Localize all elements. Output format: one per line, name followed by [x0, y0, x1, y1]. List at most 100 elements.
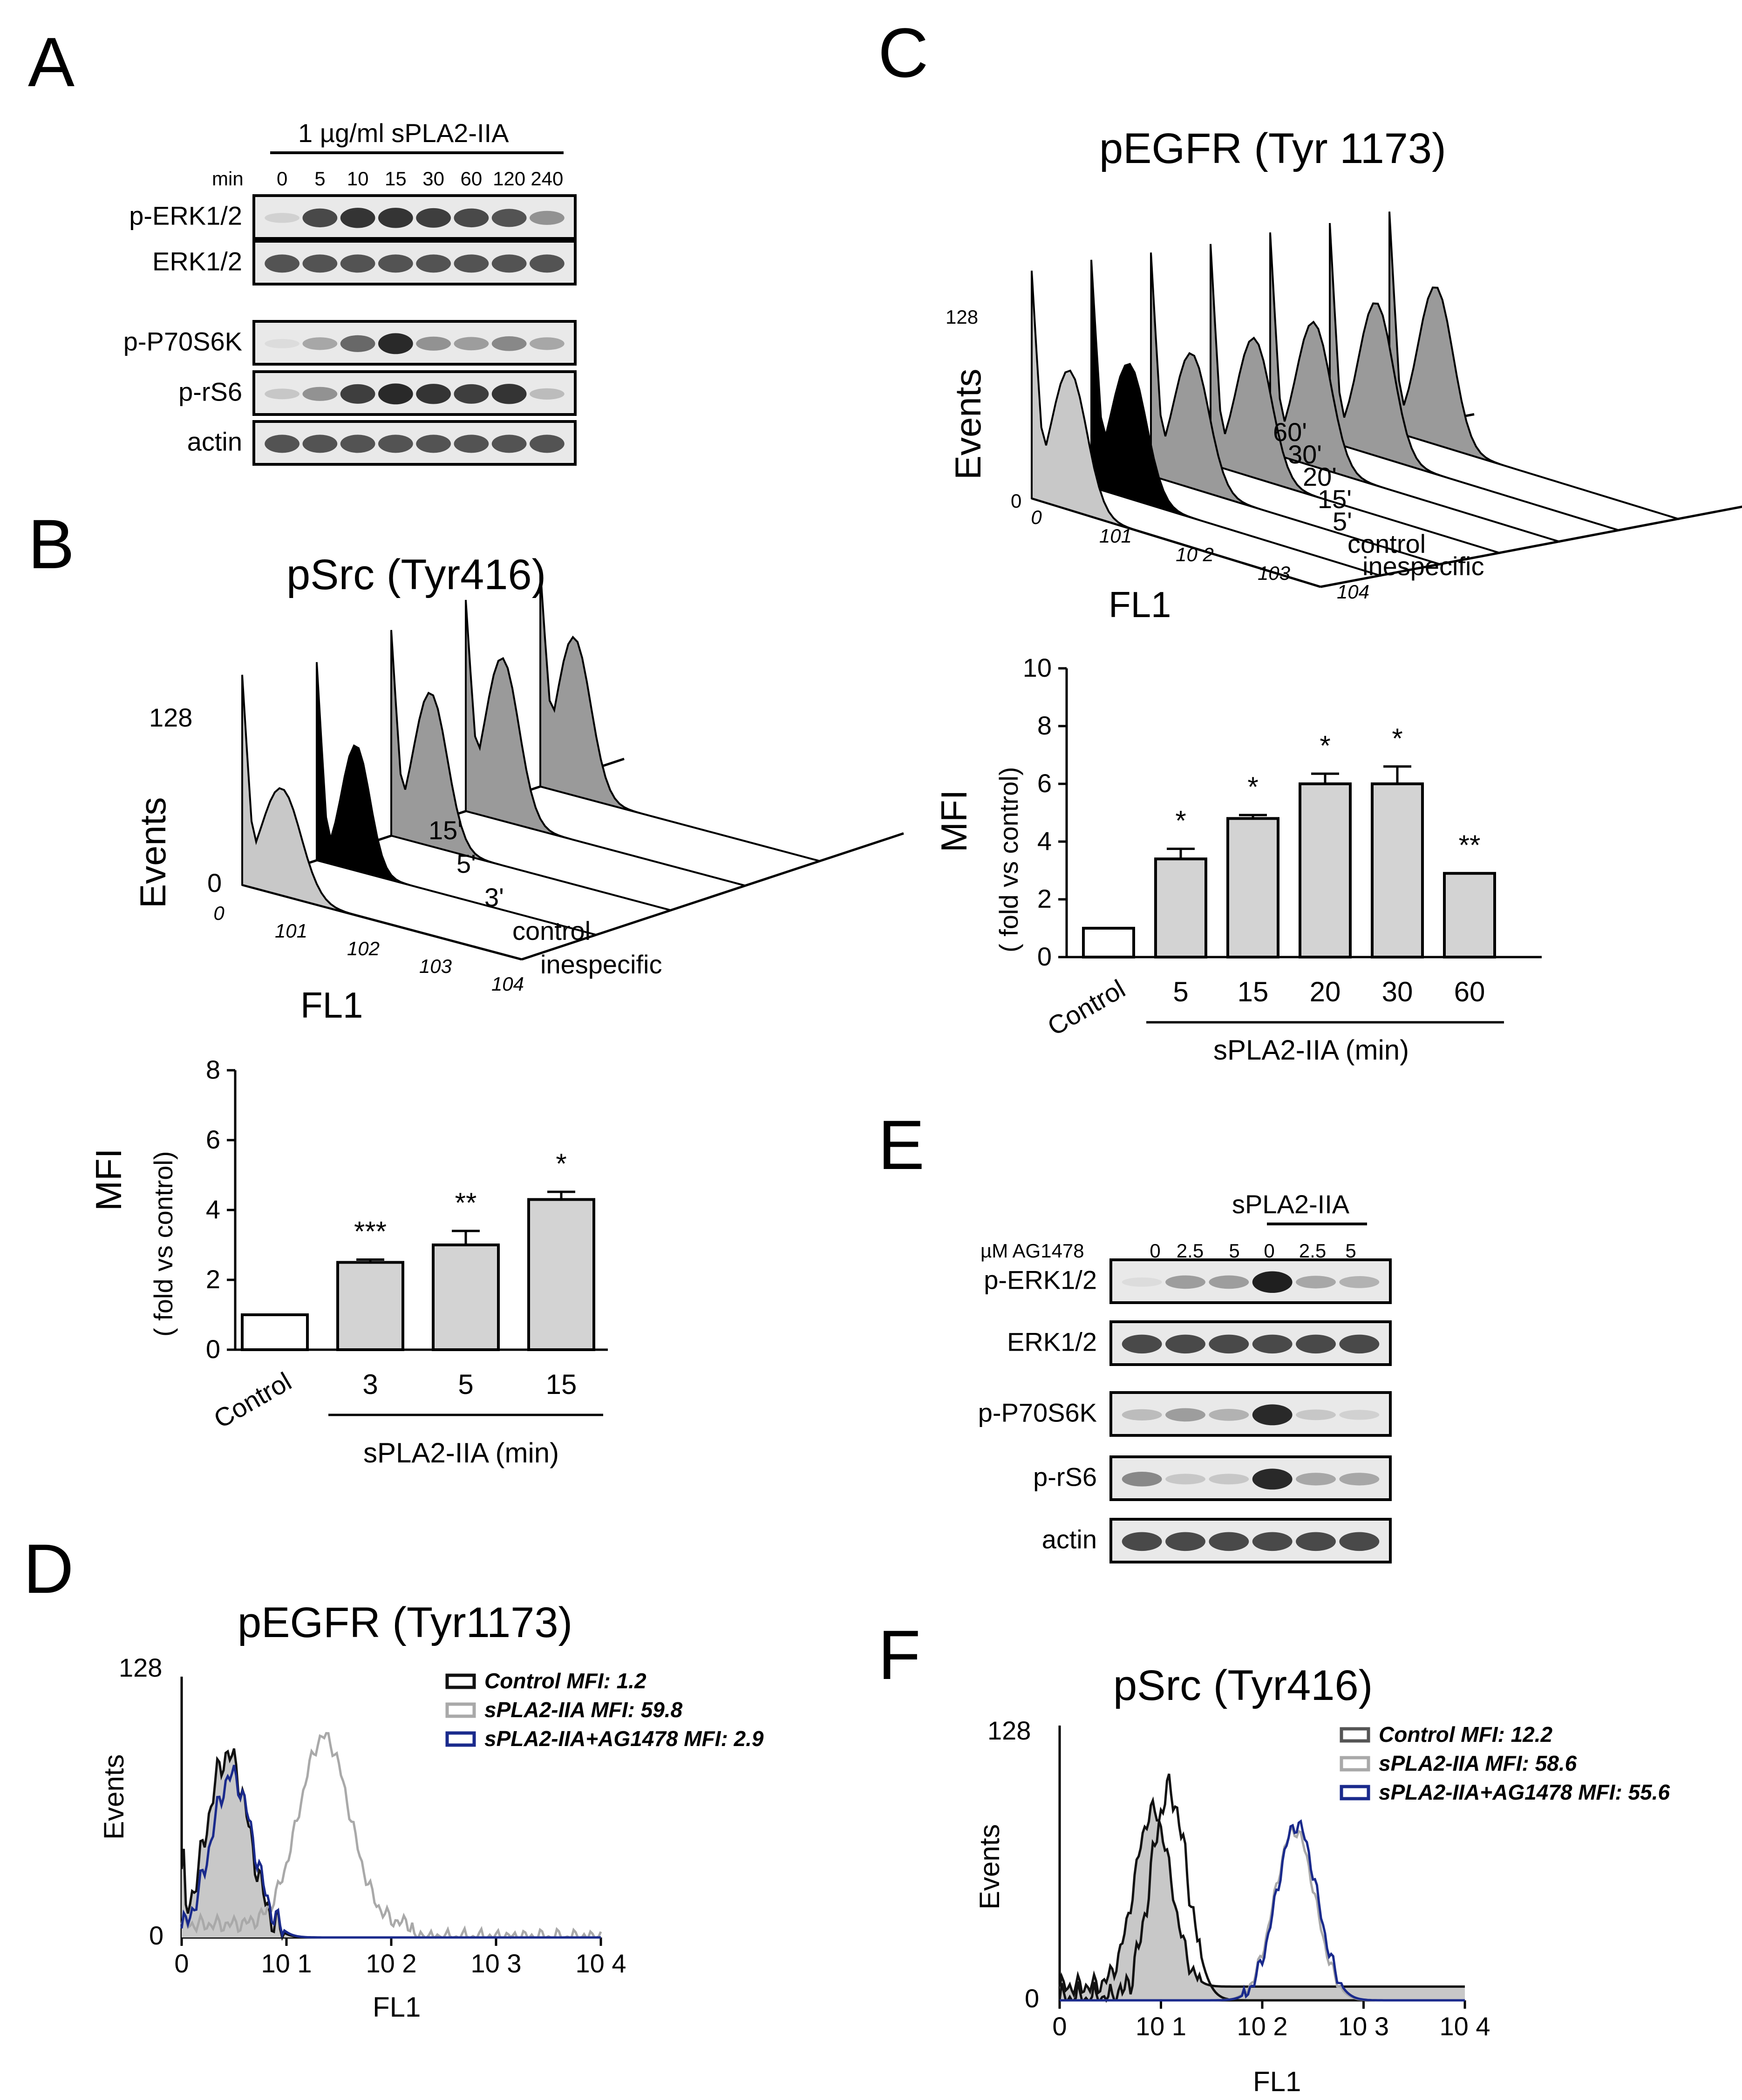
- panel-d: D pEGFR (Tyr1173) 128 0 Events FL1 0 10 1…: [23, 1529, 764, 2023]
- panel-a-time-labels: 0 5 10 15 30 60 120 240: [277, 168, 563, 190]
- blot-band: [1252, 1271, 1293, 1293]
- legend-swatch: [445, 1702, 476, 1718]
- trace-baseline: [316, 859, 597, 936]
- y-tick-label: 0: [1037, 942, 1052, 971]
- x-tick-label: 0: [174, 1949, 189, 1978]
- blot-band: [1252, 1404, 1293, 1426]
- trace-baseline: [1329, 441, 1619, 531]
- blot-band: [1296, 1409, 1336, 1420]
- panel-c-bar-ylabel2: ( fold vs control): [994, 767, 1023, 952]
- blot-row-label: ERK1/2: [152, 247, 242, 276]
- category-label: 3: [362, 1369, 378, 1400]
- category-label: Control: [209, 1366, 296, 1434]
- panel-d-xlabel: FL1: [373, 1991, 421, 2023]
- x-tick-label: 0: [1031, 506, 1042, 528]
- panel-e-inhibitor-label: µM AG1478: [980, 1240, 1084, 1262]
- blot-band: [1209, 1334, 1249, 1354]
- blot-band: [530, 254, 565, 273]
- category-label: 15: [546, 1369, 577, 1400]
- blot-row-label: ERK1/2: [1007, 1327, 1097, 1357]
- trace-baseline: [242, 884, 522, 960]
- blot-band: [1339, 1473, 1380, 1486]
- panel-f-ymax: 128: [987, 1716, 1031, 1745]
- blot-band: [416, 208, 451, 228]
- panel-a-blots: p-ERK1/2 ERK1/2 p-P70S6K p-rS6 actin: [123, 194, 577, 466]
- x-tick-label: 104: [1337, 581, 1369, 603]
- panel-e: E sPLA2-IIA µM AG1478 0 2.5 5 0 2.5 5 p-ERK1/…: [878, 1106, 1392, 1563]
- blot-band: [265, 213, 299, 223]
- dose-label: 2.5: [1299, 1240, 1326, 1262]
- legend-swatch: [445, 1673, 476, 1689]
- panel-e-treatment: sPLA2-IIA: [1232, 1189, 1350, 1219]
- trace-baseline: [465, 810, 746, 887]
- y-tick-label: 8: [206, 1055, 220, 1084]
- panel-d-yzero: 0: [149, 1921, 163, 1950]
- legend-entry: sPLA2-IIA+AG1478 MFI: 55.6: [1379, 1780, 1670, 1804]
- category-label: 15: [1238, 976, 1269, 1007]
- y-tick-label: 8: [1037, 711, 1052, 740]
- blot-band: [340, 435, 375, 453]
- blot-band: [491, 336, 527, 351]
- blot-band: [378, 254, 413, 273]
- blot-band: [1296, 1532, 1336, 1551]
- bar: [1299, 782, 1352, 958]
- trace-baseline: [1270, 452, 1559, 543]
- control-curve: [1058, 1796, 1465, 1998]
- blot-frame: [252, 240, 577, 285]
- blot-band: [1296, 1473, 1336, 1486]
- panel-c: C pEGFR (Tyr 1173) 128 0 Events FL1 0 101…: [878, 14, 1742, 625]
- panel-b-ylabel: Events: [132, 797, 173, 908]
- blot-band: [454, 337, 489, 351]
- trace-baseline: [1150, 475, 1440, 565]
- x-tick-label: 104: [491, 973, 524, 995]
- z-axis-label: control: [512, 916, 591, 945]
- dose-label: 5: [1229, 1240, 1239, 1262]
- significance-mark: *: [556, 1148, 566, 1179]
- y-tick-label: 10: [1023, 653, 1052, 682]
- blot-band: [302, 208, 338, 228]
- blot-band: [491, 209, 527, 227]
- blot-row-label: p-ERK1/2: [129, 201, 242, 231]
- blot-band: [1122, 1334, 1162, 1354]
- panel-b-letter: B: [28, 505, 75, 583]
- z-axis-label: inespecific: [1362, 551, 1484, 581]
- legend-entry: sPLA2-IIA+AG1478 MFI: 2.9: [484, 1726, 764, 1751]
- panel-b-title: pSrc (Tyr416): [286, 551, 546, 598]
- histogram-trace: [241, 674, 522, 960]
- significance-mark: **: [1459, 829, 1481, 861]
- blot-row-label: p-rS6: [1033, 1462, 1097, 1492]
- trace-baseline: [1389, 429, 1679, 520]
- blot-band: [1296, 1334, 1336, 1354]
- category-label: 60: [1454, 976, 1485, 1007]
- category-label: 5: [1173, 976, 1188, 1007]
- y-tick-label: 2: [1037, 884, 1052, 913]
- x-tick-label: 101: [275, 920, 307, 942]
- blot-band: [1165, 1408, 1205, 1422]
- blot-band: [1122, 1409, 1162, 1420]
- blot-band: [302, 254, 338, 273]
- blot-frame: [252, 194, 577, 240]
- x-tick-label: 10 2: [1237, 2012, 1288, 2041]
- time-label: 10: [347, 168, 369, 190]
- blot-band: [340, 384, 375, 404]
- blot-frame: [252, 320, 577, 366]
- z-axis-right: [1320, 505, 1742, 588]
- trace-baseline: [391, 835, 671, 911]
- panel-f-ylabel: Events: [974, 1824, 1005, 1910]
- blot-band: [1165, 1474, 1205, 1485]
- z-axis-right: [521, 832, 904, 961]
- y-tick-label: 4: [206, 1195, 220, 1224]
- panel-d-title: pEGFR (Tyr1173): [238, 1599, 572, 1646]
- time-label: 240: [531, 168, 563, 190]
- blot-band: [378, 383, 413, 405]
- time-label: 15: [385, 168, 407, 190]
- blot-row-label: p-rS6: [178, 377, 242, 407]
- blot-band: [416, 336, 451, 351]
- control-curve-fill: [182, 1748, 601, 1937]
- histogram-trace: [316, 662, 597, 936]
- panel-c-yzero: 0: [1011, 490, 1021, 512]
- panel-f-title: pSrc (Tyr416): [1113, 1662, 1373, 1709]
- panel-b-bar-ylabel2: ( fold vs control): [149, 1151, 178, 1337]
- blot-band: [491, 254, 527, 273]
- z-axis-label: control: [1347, 529, 1426, 558]
